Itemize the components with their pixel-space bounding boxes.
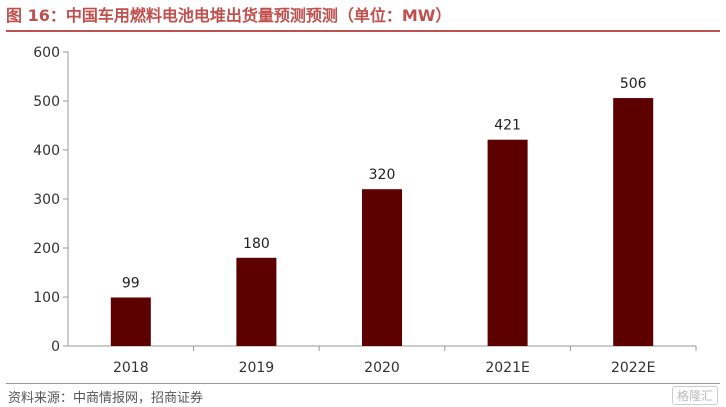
data-label: 180 (243, 236, 270, 252)
bar (487, 139, 528, 346)
footer-divider (6, 383, 720, 384)
y-tick-label: 400 (33, 143, 60, 159)
x-tick-label: 2019 (239, 360, 275, 376)
watermark-logo: 格隆汇 (671, 386, 718, 405)
data-label: 421 (494, 118, 521, 134)
x-tick-label: 2021E (485, 360, 529, 376)
data-label: 506 (620, 76, 647, 92)
x-tick-label: 2022E (611, 360, 655, 376)
data-label: 99 (122, 275, 140, 291)
data-label: 320 (369, 167, 396, 183)
y-tick-label: 500 (33, 94, 60, 110)
bar (236, 257, 277, 346)
y-tick-label: 0 (51, 339, 60, 355)
x-tick-label: 2020 (364, 360, 400, 376)
bar (110, 297, 151, 346)
chart-title: 图 16：中国车用燃料电池电堆出货量预测预测（单位：MW） (6, 6, 452, 25)
bar-chart: 0 100 200 300 400 500 600 99 2018 180 2019 320 2020 4… (33, 45, 697, 376)
bar (613, 98, 654, 346)
title-divider (6, 30, 720, 32)
x-tick-label: 2018 (113, 360, 149, 376)
y-tick-label: 300 (33, 192, 60, 208)
bar (362, 189, 402, 346)
y-tick-label: 100 (33, 290, 60, 306)
y-tick-label: 200 (33, 241, 60, 257)
y-tick-label: 600 (33, 45, 60, 61)
source-note: 资料来源：中商情报网，招商证券 (8, 391, 204, 406)
